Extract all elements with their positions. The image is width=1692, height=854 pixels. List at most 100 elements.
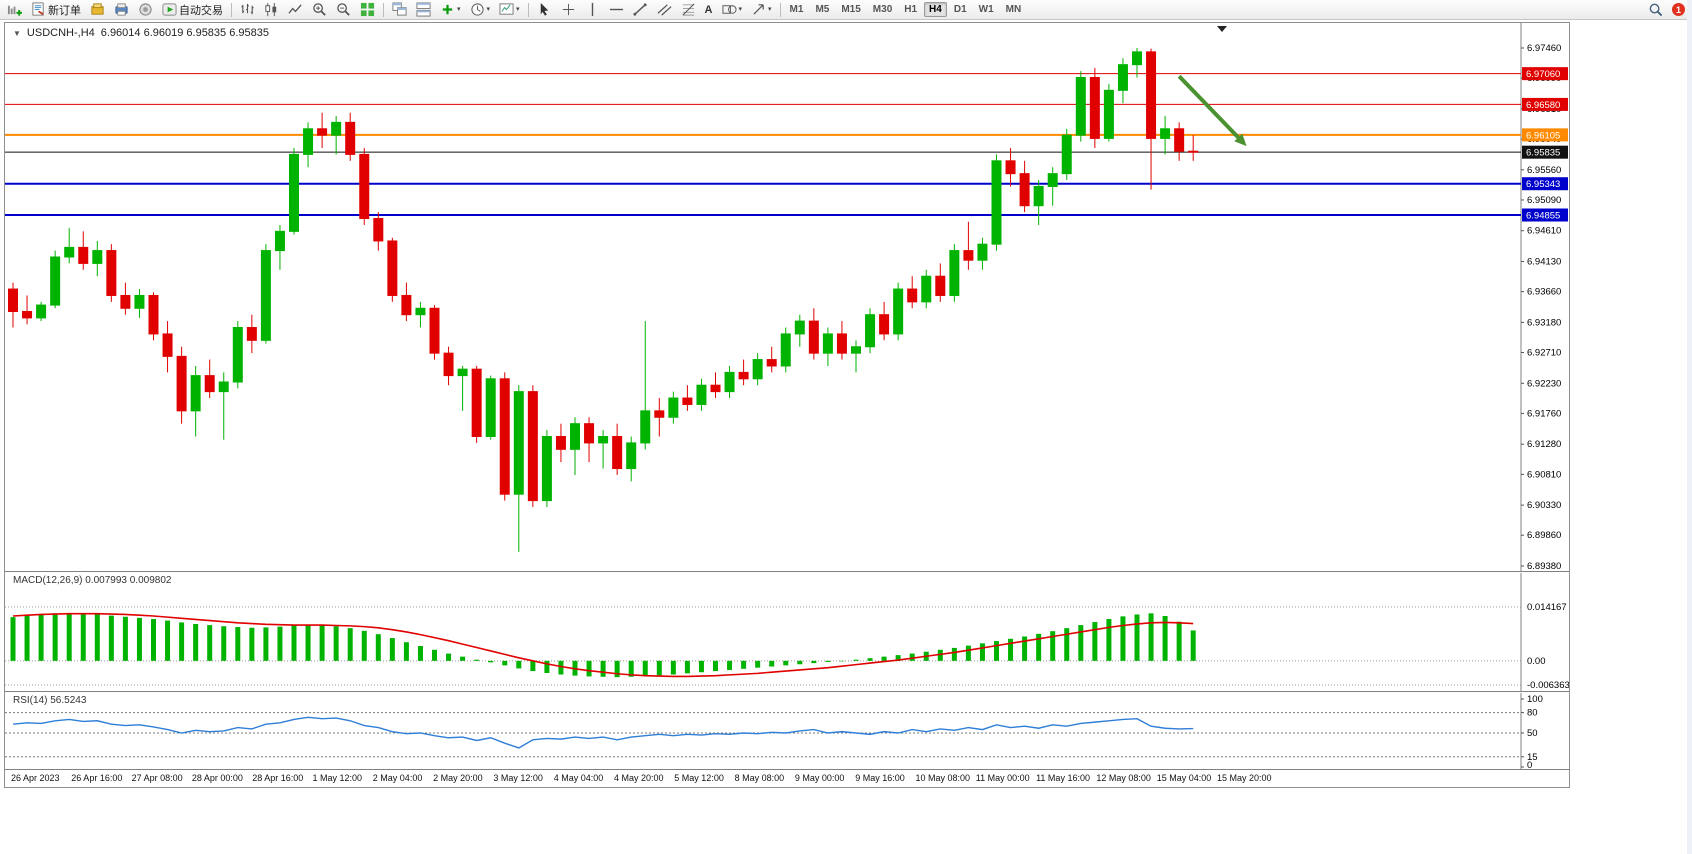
horizontal-line-tool-button[interactable] xyxy=(605,1,628,19)
candle xyxy=(977,243,988,261)
cascade-windows-button[interactable] xyxy=(388,1,411,19)
candle xyxy=(457,368,468,377)
candle xyxy=(527,391,538,502)
zoom-in-button[interactable] xyxy=(308,1,331,19)
candle xyxy=(204,375,215,393)
macd-bar xyxy=(361,630,367,661)
timeframe-m30[interactable]: M30 xyxy=(872,4,893,15)
price-axis-label: 6.89380 xyxy=(1527,561,1561,571)
vertical-line-tool-button[interactable] xyxy=(581,1,604,19)
candle xyxy=(499,378,510,495)
candle xyxy=(1174,128,1185,152)
macd-bar xyxy=(193,623,199,661)
price-badge xyxy=(1522,97,1568,111)
macd-axis-label: 0.014167 xyxy=(1527,602,1567,613)
data-window-button[interactable] xyxy=(134,1,157,19)
timeframe-mn[interactable]: MN xyxy=(1005,4,1022,15)
time-label: 4 May 04:00 xyxy=(553,773,604,783)
macd-axis-label: 0.00 xyxy=(1527,656,1546,667)
new-chart-button[interactable] xyxy=(3,1,26,19)
price-chart-pane[interactable]: 6.974606.969906.965106.960406.955606.950… xyxy=(5,23,1569,571)
zoom-in-icon xyxy=(312,2,327,17)
shapes-tool-button[interactable]: ▾ xyxy=(718,1,747,19)
periods-button[interactable]: ▾ xyxy=(466,1,495,19)
price-badge-label: 6.95343 xyxy=(1526,179,1560,190)
timeframe-h1[interactable]: H1 xyxy=(904,4,918,15)
macd-pane[interactable]: 0.014167 0.00 -0.006363 xyxy=(5,573,1569,691)
trend-arrow[interactable] xyxy=(1177,74,1240,139)
candle xyxy=(935,275,946,296)
auto-trading-button[interactable]: 自动交易 xyxy=(158,1,227,19)
macd-bar xyxy=(24,615,30,661)
macd-bar xyxy=(460,656,466,661)
macd-bar xyxy=(1022,636,1028,661)
auto-trading-icon xyxy=(162,2,177,17)
timeframe-m5[interactable]: M5 xyxy=(815,4,830,15)
timeframe-h4[interactable]: H4 xyxy=(924,2,947,17)
price-axis-label: 6.95560 xyxy=(1527,165,1561,176)
timeframe-m15[interactable]: M15 xyxy=(841,4,861,15)
candle xyxy=(485,378,496,437)
macd-bar xyxy=(698,660,704,673)
crosshair-tool-button[interactable] xyxy=(557,1,580,19)
cascade-windows-icon xyxy=(392,2,407,17)
macd-bar xyxy=(600,660,606,677)
price-badge xyxy=(1522,67,1568,81)
timeframe-m1[interactable]: M1 xyxy=(789,4,804,15)
chart-shift-marker[interactable] xyxy=(1217,26,1227,32)
candle xyxy=(1103,89,1114,139)
pane-divider[interactable] xyxy=(5,571,1569,572)
timeframe-d1[interactable]: D1 xyxy=(953,4,967,15)
crosshair-icon xyxy=(561,2,576,17)
candle xyxy=(387,240,398,296)
candle xyxy=(1019,173,1030,207)
candle xyxy=(738,371,749,380)
search-button[interactable] xyxy=(1644,1,1667,19)
macd-bar xyxy=(249,627,255,661)
add-indicator-button[interactable]: ▾ xyxy=(436,1,465,19)
pane-divider[interactable] xyxy=(5,691,1569,692)
price-axis-label: 6.97460 xyxy=(1527,43,1561,54)
time-axis[interactable]: 26 Apr 2023 26 Apr 16:00 27 Apr 08:00 28 Ap… xyxy=(5,771,1569,787)
candle xyxy=(921,275,932,303)
candle xyxy=(471,368,482,437)
arrange-windows-button[interactable] xyxy=(412,1,435,19)
candle xyxy=(8,288,18,312)
template-button[interactable]: ▾ xyxy=(495,1,524,19)
notification-badge[interactable]: 1 xyxy=(1672,3,1685,16)
bar-chart-icon xyxy=(240,2,255,17)
line-chart-mode-button[interactable] xyxy=(284,1,307,19)
timeframe-w1[interactable]: W1 xyxy=(978,4,994,15)
rsi-pane[interactable]: 100 80 50 150 xyxy=(5,693,1569,769)
print-button[interactable] xyxy=(110,1,133,19)
time-label: 2 May 20:00 xyxy=(433,773,483,783)
time-label: 15 May 20:00 xyxy=(1217,773,1272,783)
macd-bar xyxy=(684,660,690,674)
time-label: 1 May 12:00 xyxy=(312,773,363,783)
new-order-button[interactable]: 新订单 xyxy=(27,1,85,19)
text-tool-button[interactable]: A xyxy=(701,1,717,19)
candle xyxy=(218,381,229,393)
candle xyxy=(274,230,285,252)
history-center-button[interactable] xyxy=(86,1,109,19)
rsi-axis-label: 100 xyxy=(1527,694,1543,705)
macd-bar xyxy=(867,658,873,661)
line-chart-icon xyxy=(288,2,303,17)
window-edge-strip xyxy=(1687,0,1692,854)
arrows-tool-button[interactable]: ▾ xyxy=(747,1,776,19)
bar-chart-mode-button[interactable] xyxy=(236,1,259,19)
candle xyxy=(1132,51,1142,66)
fibonacci-tool-button[interactable] xyxy=(677,1,700,19)
macd-bar xyxy=(1134,614,1140,661)
candle xyxy=(401,294,412,316)
cursor-tool-button[interactable] xyxy=(533,1,556,19)
channel-tool-button[interactable] xyxy=(653,1,676,19)
chart-menu-icon[interactable]: ▼ xyxy=(13,28,21,38)
trendline-tool-button[interactable] xyxy=(629,1,652,19)
toolbar-separator xyxy=(779,2,781,17)
tile-windows-button[interactable] xyxy=(356,1,379,19)
candlestick-mode-button[interactable] xyxy=(260,1,283,19)
zoom-out-button[interactable] xyxy=(332,1,355,19)
price-axis-label: 6.91760 xyxy=(1527,408,1561,419)
macd-bar xyxy=(122,616,128,661)
